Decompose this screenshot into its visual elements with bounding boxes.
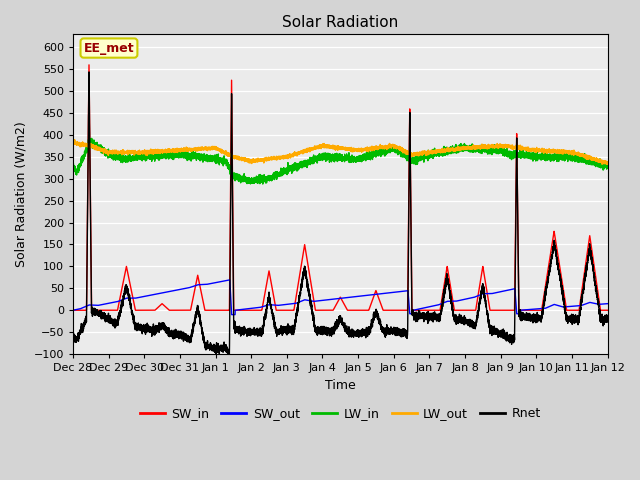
SW_in: [575, 307, 582, 313]
SW_in: [460, 307, 468, 313]
SW_out: [228, 312, 236, 317]
LW_in: [475, 145, 483, 151]
Rnet: [225, 353, 233, 359]
Rnet: [581, 274, 589, 280]
LW_out: [475, 144, 483, 150]
LW_out: [581, 153, 589, 158]
Y-axis label: Solar Radiation (W/m2): Solar Radiation (W/m2): [15, 121, 28, 267]
LW_in: [581, 157, 589, 163]
SW_out: [323, 297, 330, 303]
Rnet: [85, 69, 93, 75]
Legend: SW_in, SW_out, LW_in, LW_out, Rnet: SW_in, SW_out, LW_in, LW_out, Rnet: [134, 402, 546, 425]
Rnet: [604, 319, 611, 324]
LW_in: [575, 158, 582, 164]
Rnet: [69, 331, 77, 336]
SW_out: [581, 301, 589, 307]
LW_out: [322, 143, 330, 148]
LW_out: [604, 161, 611, 167]
LW_in: [604, 165, 611, 171]
LW_out: [604, 160, 611, 166]
Line: LW_out: LW_out: [73, 140, 607, 164]
Text: EE_met: EE_met: [84, 42, 134, 55]
SW_out: [69, 307, 77, 313]
SW_out: [575, 303, 582, 309]
SW_in: [604, 307, 611, 313]
SW_in: [475, 288, 483, 294]
Rnet: [323, 324, 330, 330]
Line: Rnet: Rnet: [73, 72, 607, 356]
LW_in: [251, 178, 259, 184]
LW_out: [71, 137, 79, 143]
LW_out: [69, 138, 77, 144]
SW_in: [251, 307, 259, 313]
LW_in: [323, 151, 330, 156]
LW_out: [251, 158, 259, 164]
Rnet: [460, 316, 468, 322]
LW_in: [69, 162, 77, 168]
SW_out: [460, 297, 468, 302]
SW_out: [604, 301, 611, 307]
LW_in: [460, 143, 468, 149]
Rnet: [251, 331, 259, 337]
LW_in: [259, 181, 267, 187]
LW_in: [88, 135, 95, 141]
Line: SW_in: SW_in: [73, 65, 607, 310]
SW_in: [85, 62, 93, 68]
Title: Solar Radiation: Solar Radiation: [282, 15, 398, 30]
SW_out: [226, 277, 234, 283]
SW_in: [69, 307, 77, 313]
SW_out: [475, 292, 483, 298]
SW_in: [322, 307, 330, 313]
Line: LW_in: LW_in: [73, 138, 607, 184]
X-axis label: Time: Time: [325, 379, 356, 392]
Rnet: [575, 320, 582, 325]
Rnet: [475, 303, 483, 309]
LW_out: [460, 145, 468, 151]
Line: SW_out: SW_out: [73, 280, 607, 314]
LW_out: [575, 152, 582, 158]
SW_in: [581, 265, 589, 271]
SW_out: [251, 305, 259, 311]
